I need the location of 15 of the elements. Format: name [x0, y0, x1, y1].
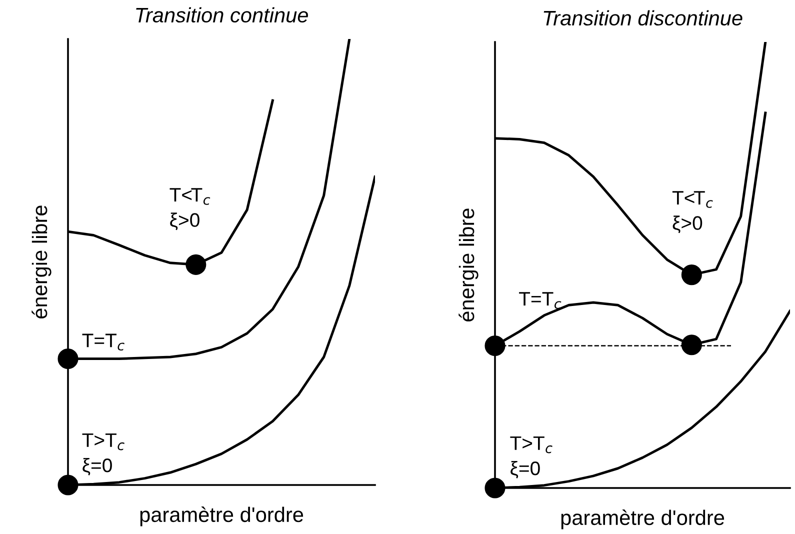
series-label: T>T$_{c}$ ξ=0 — [510, 436, 552, 478]
chart-title: Transition discontinue — [544, 10, 742, 26]
series-label: T<T$_{c}$ ξ>0 — [672, 191, 713, 234]
point — [681, 334, 702, 356]
series-label: T<T$_{c}$ ξ>0 — [170, 188, 210, 230]
point — [484, 478, 506, 498]
point — [484, 335, 506, 356]
chart-title: Transition continue — [136, 7, 308, 23]
series-label: T>T$_{c}$ ξ=0 — [82, 433, 124, 476]
y-axis-title: énergie libre — [32, 206, 52, 318]
y-axis-title: énergie libre — [458, 208, 478, 322]
series-label: T=T$_{c}$ — [82, 334, 124, 351]
point — [681, 264, 702, 286]
x-axis-title: paramètre d'ordre — [561, 510, 724, 530]
x-axis-title: paramètre d'ordre — [140, 506, 304, 526]
